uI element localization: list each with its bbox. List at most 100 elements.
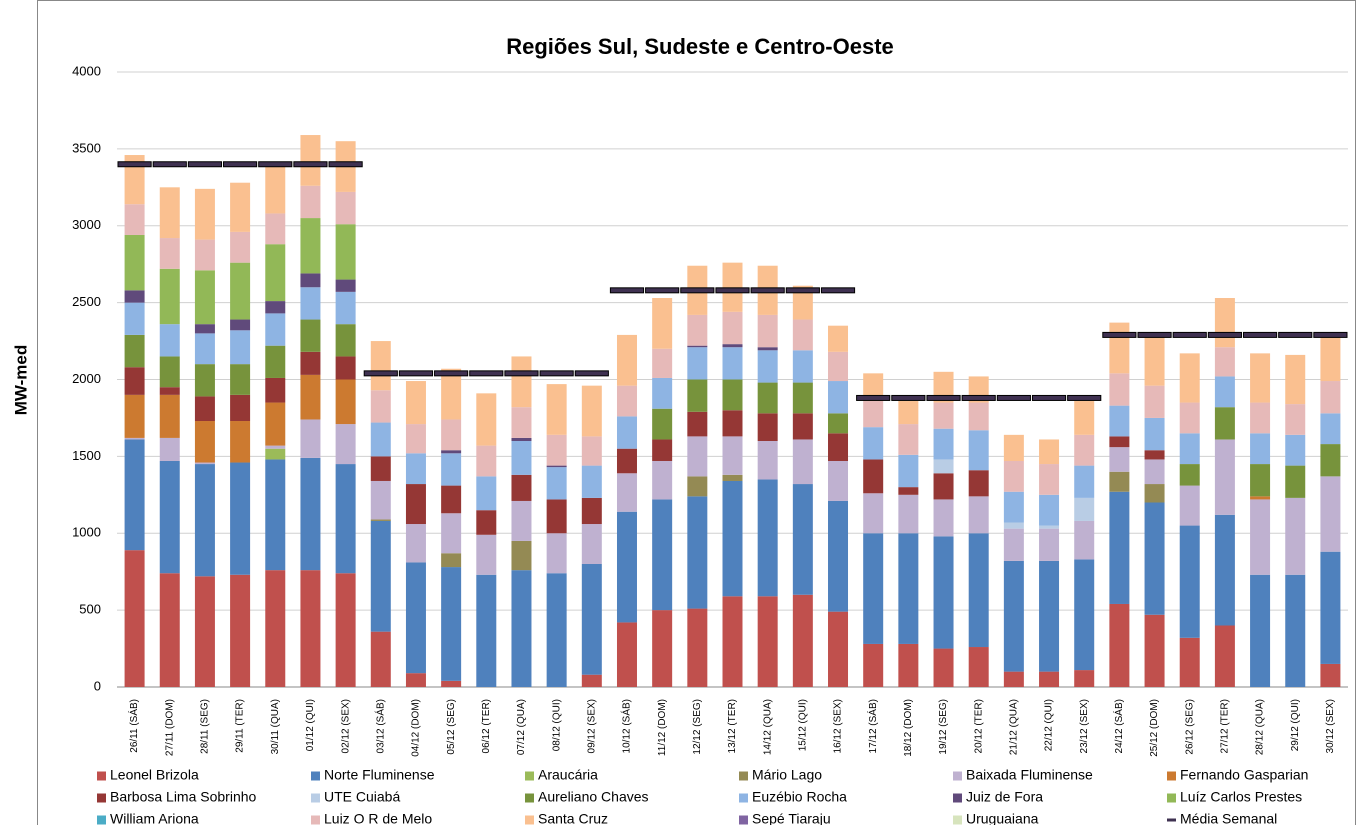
y-tick-label: 3000 (72, 217, 101, 232)
legend-label: Sepé Tiaraju (752, 811, 831, 825)
weekly-average-marker (117, 161, 152, 168)
bar-segment (441, 450, 462, 454)
bar-segment (159, 324, 180, 357)
bar-segment (616, 334, 637, 386)
bar-segment (194, 333, 215, 365)
bar-segment (1109, 405, 1130, 437)
bar-segment (1285, 574, 1306, 687)
bar-segment (1179, 464, 1200, 486)
x-tick-label: 21/12 (QUA) (1009, 699, 1020, 755)
bar-segment (194, 364, 215, 397)
bar-segment (476, 574, 497, 687)
x-tick-label: 06/12 (TER) (481, 699, 492, 753)
legend-label: Euzébio Rocha (752, 789, 847, 805)
bar-segment (652, 298, 673, 349)
bar-segment (1074, 559, 1095, 671)
legend-swatch (97, 815, 106, 825)
bar-segment (792, 285, 813, 320)
bar-segment (757, 314, 778, 348)
weekly-average-marker (785, 287, 820, 294)
x-tick-label: 10/12 (SÁB) (620, 699, 633, 753)
bar-segment (792, 413, 813, 440)
bar-segment (1039, 525, 1060, 529)
bar-segment (616, 622, 637, 687)
bar-segment (792, 319, 813, 351)
bar-segment (265, 345, 286, 378)
bar-segment (159, 460, 180, 574)
legend-label: Juiz de Fora (966, 789, 1043, 805)
x-tick-label: 16/12 (SEX) (833, 699, 844, 753)
bar-segment (335, 291, 356, 325)
legend-swatch (1167, 793, 1176, 803)
bar-segment (1109, 471, 1130, 492)
weekly-average-marker (363, 370, 398, 377)
weekly-average-marker (1172, 331, 1207, 338)
weekly-average-marker (926, 394, 961, 401)
bar-segment (476, 445, 497, 477)
bar-segment (933, 428, 954, 460)
weekly-average-marker (223, 161, 258, 168)
bar-segment (1320, 476, 1341, 552)
legend-label: Aureliano Chaves (538, 789, 649, 805)
bar-segment (863, 427, 884, 460)
bar-segment (441, 553, 462, 568)
bar-segment (194, 462, 215, 465)
bar-segment (863, 459, 884, 494)
bar-segment (370, 422, 391, 457)
x-tick-label: 13/12 (TER) (727, 699, 738, 753)
bar-segment (722, 311, 743, 345)
bar-segment (546, 573, 567, 687)
bar-segment (616, 416, 637, 449)
x-tick-label: 08/12 (QUI) (551, 699, 562, 751)
bar-segment (1320, 381, 1341, 414)
bar-segment (405, 453, 426, 485)
x-tick-label: 27/12 (TER) (1220, 699, 1231, 753)
bar-segment (124, 550, 145, 687)
bar-segment (828, 433, 849, 461)
x-tick-label: 28/12 (QUA) (1255, 699, 1266, 755)
bar-segment (863, 373, 884, 402)
bar-segment (476, 534, 497, 575)
bar-segment (1179, 433, 1200, 465)
bar-segment (1109, 603, 1130, 687)
legend-swatch (739, 771, 748, 781)
bar-segment (722, 379, 743, 411)
bar-segment (1250, 499, 1271, 575)
bar-segment (230, 330, 251, 365)
bar-segment (124, 437, 145, 440)
bar-segment (230, 394, 251, 422)
x-tick-label: 01/12 (QUI) (305, 699, 316, 751)
bar-segment (1179, 402, 1200, 434)
legend-label: Barbosa Lima Sobrinho (110, 789, 257, 805)
weekly-average-marker (1278, 331, 1313, 338)
x-tick-label: 02/12 (SEX) (340, 699, 351, 753)
x-tick-label: 04/12 (DOM) (411, 699, 422, 757)
bar-segment (1285, 465, 1306, 498)
bar-segment (1250, 353, 1271, 403)
weekly-average-marker (961, 394, 996, 401)
bar-segment (1003, 460, 1024, 492)
bar-segment (405, 673, 426, 687)
bar-segment (652, 439, 673, 461)
bar-segment (757, 596, 778, 687)
bar-segment (1320, 413, 1341, 445)
bar-segment (124, 394, 145, 438)
legend-label: Luíz Carlos Prestes (1180, 789, 1302, 805)
bar-segment (300, 351, 321, 375)
weekly-average-marker (328, 161, 363, 168)
bar-segment (933, 473, 954, 500)
bar-segment (476, 476, 497, 511)
legend-swatch (525, 793, 534, 803)
chart-title: Regiões Sul, Sudeste e Centro-Oeste (506, 34, 894, 59)
bar-segment (441, 680, 462, 687)
weekly-average-marker (609, 287, 645, 294)
bar-segment (511, 540, 532, 571)
weekly-average-marker (187, 161, 223, 168)
bar-segment (370, 341, 391, 391)
bar-segment (265, 301, 286, 314)
bar-segment (581, 674, 602, 687)
weekly-average-marker (1137, 331, 1172, 338)
bar-segment (546, 499, 567, 534)
bar-segment (652, 460, 673, 500)
y-tick-label: 1500 (72, 448, 101, 463)
